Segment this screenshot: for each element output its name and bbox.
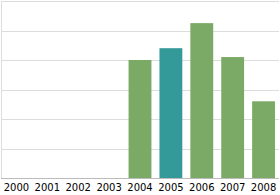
grid-line <box>1 31 279 32</box>
x-tick-label: 2004 <box>127 182 152 193</box>
x-tick-label: 2001 <box>35 182 60 193</box>
bar <box>159 48 182 178</box>
grid-line <box>1 178 279 179</box>
x-tick-label: 2007 <box>220 182 245 193</box>
bar <box>129 60 152 178</box>
bars <box>129 23 275 178</box>
x-tick-label: 2005 <box>158 182 183 193</box>
bar <box>190 23 213 178</box>
grid-line <box>1 1 279 2</box>
chart-svg: 2000 2001 2002 2003 2004 2005 2006 2007 2008 <box>0 0 280 195</box>
bar <box>252 101 275 178</box>
chart: 2000 2001 2002 2003 2004 2005 2006 2007 2008 <box>0 0 280 195</box>
bar <box>221 57 244 178</box>
x-tick-label: 2006 <box>189 182 214 193</box>
x-tick-label: 2003 <box>96 182 121 193</box>
x-tick-label: 2000 <box>4 182 29 193</box>
axis-line <box>1 1 2 178</box>
x-tick-label: 2008 <box>251 182 276 193</box>
x-tick-label: 2002 <box>65 182 90 193</box>
